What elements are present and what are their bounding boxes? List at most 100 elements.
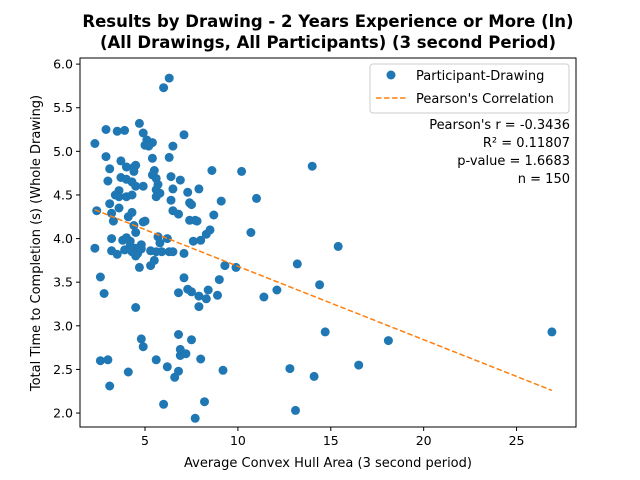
data-point	[101, 125, 111, 134]
data-point	[188, 236, 198, 246]
y-tick-label: 2.5	[53, 362, 73, 377]
data-point	[220, 261, 230, 271]
legend-box	[369, 63, 570, 114]
data-point	[179, 273, 189, 283]
data-point	[207, 166, 217, 175]
data-point	[200, 397, 209, 407]
x-tick-label: 20	[416, 433, 432, 448]
data-point	[174, 209, 183, 219]
data-point	[354, 360, 364, 370]
y-tick-label: 3.5	[53, 275, 73, 290]
y-tick-label: 5.0	[53, 144, 73, 159]
legend-label-participant-drawing: Participant-Drawing	[416, 69, 544, 84]
data-point	[162, 362, 172, 372]
data-point	[164, 152, 174, 162]
x-tick-label: 5	[141, 433, 149, 448]
data-point	[101, 152, 111, 162]
data-point	[112, 249, 122, 259]
data-point	[168, 184, 178, 194]
stat-r-squared: R² = 0.11807	[483, 136, 570, 151]
data-point	[166, 195, 176, 205]
data-point	[179, 130, 189, 140]
data-point	[291, 405, 300, 415]
data-point	[123, 367, 133, 377]
data-point	[309, 371, 319, 381]
data-point	[168, 141, 178, 151]
x-tick-label: 15	[323, 433, 339, 448]
data-point	[168, 247, 178, 257]
data-point	[103, 355, 113, 365]
data-point	[174, 330, 183, 339]
data-point	[131, 303, 141, 312]
data-point	[162, 234, 172, 244]
data-point	[201, 294, 211, 304]
data-point	[383, 336, 393, 346]
data-point	[194, 291, 204, 301]
data-point	[95, 356, 105, 366]
correlation-line	[94, 209, 553, 392]
data-point	[175, 175, 185, 185]
data-point	[140, 216, 150, 226]
data-point	[307, 161, 317, 171]
data-point	[320, 327, 330, 337]
stat-pearson-r: Pearson's r = -0.3436	[429, 118, 570, 133]
data-point	[205, 225, 215, 235]
data-point	[237, 166, 247, 176]
chart-title-line-2: (All Drawings, All Participants) (3 seco…	[100, 33, 556, 52]
y-axis-label: Total Time to Completion (s) (Whole Draw…	[29, 95, 44, 392]
stat-n: n = 150	[518, 172, 570, 187]
data-point	[174, 288, 183, 298]
data-point	[547, 327, 557, 337]
data-point	[99, 289, 109, 298]
data-point	[333, 241, 343, 251]
data-point	[203, 285, 213, 295]
data-point	[187, 287, 196, 297]
data-point	[107, 234, 117, 244]
chart-title-line-1: Results by Drawing - 2 Years Experience …	[82, 12, 573, 31]
data-point	[187, 200, 196, 210]
data-point	[214, 275, 224, 285]
data-point	[246, 228, 256, 237]
y-tick-label: 4.5	[53, 187, 73, 202]
data-point	[90, 139, 100, 148]
y-tick-label: 6.0	[53, 57, 73, 72]
data-point	[194, 184, 204, 194]
stats-annotation: Pearson's r = -0.3436 R² = 0.11807 p-val…	[429, 118, 570, 187]
data-point	[116, 156, 126, 166]
data-point	[138, 342, 148, 352]
data-point	[120, 125, 130, 135]
data-point	[90, 243, 100, 253]
data-point	[112, 126, 122, 136]
legend: Participant-Drawing Pearson's Correlatio…	[369, 63, 570, 114]
axes: 5 10 15 20 25 2.0 2.5 3.0 3.5 4.0 4.5 5.0 5.5 6.0	[53, 57, 524, 448]
data-point	[131, 228, 141, 237]
data-point	[95, 272, 105, 282]
data-point	[108, 216, 118, 226]
data-point	[196, 354, 206, 364]
data-point	[138, 181, 148, 191]
y-tick-label: 4.0	[53, 231, 73, 246]
x-axis-label: Average Convex Hull Area (3 second perio…	[184, 456, 472, 471]
data-point	[192, 216, 202, 226]
data-point	[285, 364, 295, 374]
data-point	[105, 199, 115, 209]
y-tick-label: 5.5	[53, 100, 73, 115]
data-point	[149, 255, 159, 265]
data-point	[127, 207, 137, 217]
data-point	[134, 118, 144, 128]
data-point	[131, 251, 141, 261]
data-point	[134, 262, 144, 272]
data-point	[194, 302, 204, 312]
data-point	[196, 235, 206, 245]
legend-label-pearsons-correlation: Pearson's Correlation	[416, 92, 554, 107]
data-point	[218, 365, 228, 375]
data-point	[159, 399, 169, 409]
data-point	[213, 290, 222, 300]
data-point	[121, 162, 131, 172]
x-tick-label: 25	[509, 433, 525, 448]
data-point	[136, 244, 146, 254]
data-point	[155, 238, 165, 248]
data-point	[125, 241, 135, 251]
data-point	[272, 285, 282, 295]
